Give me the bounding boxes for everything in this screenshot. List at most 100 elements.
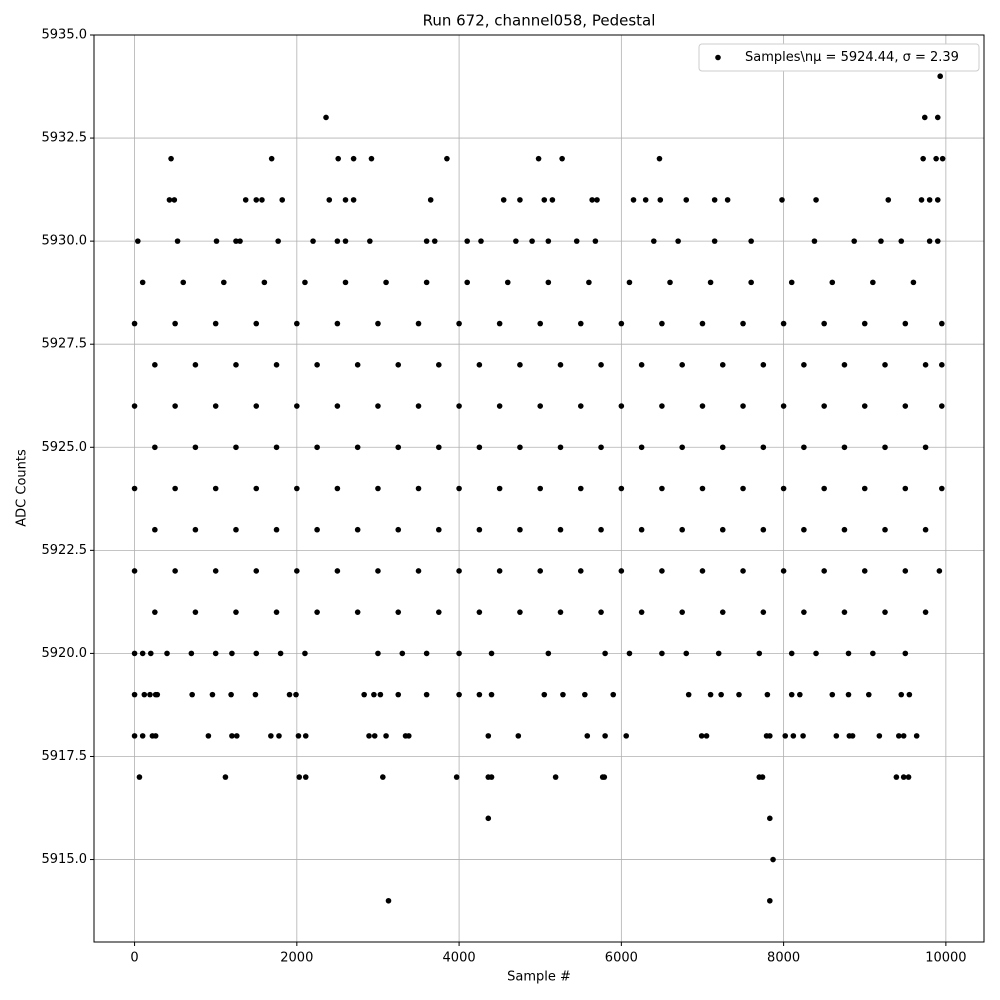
data-point <box>192 362 199 368</box>
data-point <box>821 403 827 409</box>
data-point <box>476 691 483 698</box>
data-point <box>801 444 807 451</box>
data-point <box>172 568 178 574</box>
data-point <box>314 444 320 451</box>
data-point <box>896 733 902 739</box>
data-point <box>253 403 260 409</box>
data-point <box>152 609 158 615</box>
data-point <box>485 815 492 822</box>
data-point <box>760 526 767 533</box>
data-point <box>334 568 341 574</box>
x-tick-label: 8000 <box>767 951 800 966</box>
data-point <box>275 238 281 244</box>
data-point <box>375 485 381 492</box>
data-point <box>537 320 544 327</box>
data-point <box>453 774 460 780</box>
data-point <box>277 650 284 657</box>
data-point <box>770 856 776 863</box>
data-point <box>323 114 329 121</box>
data-point <box>718 691 724 698</box>
data-point <box>711 197 718 203</box>
data-point <box>780 403 787 409</box>
x-tick-label: 4000 <box>443 951 476 966</box>
data-point <box>829 691 836 698</box>
data-point <box>541 197 548 203</box>
data-point <box>293 691 299 698</box>
data-point <box>782 733 789 739</box>
data-point <box>385 897 392 904</box>
data-point <box>764 691 771 698</box>
data-point <box>882 444 888 451</box>
data-point <box>354 444 361 451</box>
data-point <box>851 238 857 244</box>
data-point <box>638 609 645 615</box>
data-point <box>698 733 705 739</box>
data-point <box>529 238 535 244</box>
data-point <box>488 774 495 780</box>
data-point <box>464 238 470 244</box>
data-point <box>719 444 726 451</box>
data-point <box>598 609 604 615</box>
data-point <box>582 691 588 698</box>
data-point <box>900 733 907 739</box>
data-point <box>573 238 580 244</box>
data-point <box>841 526 848 533</box>
data-point <box>296 774 303 780</box>
data-point <box>436 609 442 615</box>
data-point <box>790 733 797 739</box>
data-point <box>939 403 945 409</box>
data-point <box>657 197 664 203</box>
data-point <box>456 568 462 574</box>
data-point <box>517 362 523 368</box>
data-point <box>152 362 158 368</box>
data-point <box>423 691 430 698</box>
x-tick-label: 2000 <box>280 951 313 966</box>
data-point <box>878 238 884 244</box>
data-point <box>841 362 848 368</box>
data-point <box>740 485 746 492</box>
data-point <box>780 320 787 327</box>
data-point <box>253 197 260 203</box>
data-point <box>500 197 507 203</box>
data-point <box>898 691 905 698</box>
data-point <box>626 279 633 286</box>
data-point <box>371 691 377 698</box>
data-point <box>273 526 280 533</box>
data-point <box>559 155 565 162</box>
data-point <box>659 650 665 657</box>
data-point <box>334 485 341 492</box>
data-point <box>436 444 442 451</box>
y-tick-label: 5925.0 <box>42 440 88 455</box>
data-point <box>801 609 807 615</box>
data-point <box>780 485 787 492</box>
data-point <box>719 362 726 368</box>
data-point <box>934 197 941 203</box>
data-point <box>699 403 706 409</box>
data-point <box>237 238 243 244</box>
data-point <box>549 197 556 203</box>
data-point <box>444 155 450 162</box>
data-point <box>131 485 138 492</box>
data-point <box>172 320 178 327</box>
data-point <box>675 238 681 244</box>
data-point <box>618 320 625 327</box>
data-point <box>719 526 726 533</box>
data-point <box>902 403 909 409</box>
data-point <box>882 362 888 368</box>
data-point <box>861 485 868 492</box>
data-point <box>294 403 300 409</box>
data-point <box>659 485 665 492</box>
data-point <box>350 197 357 203</box>
data-point <box>233 733 240 739</box>
data-point <box>273 609 280 615</box>
data-point <box>172 403 178 409</box>
data-point <box>334 238 341 244</box>
data-point <box>517 197 523 203</box>
data-point <box>436 526 442 533</box>
x-axis-label: Sample # <box>507 970 571 985</box>
data-point <box>902 650 909 657</box>
data-point <box>740 403 746 409</box>
data-point <box>139 733 146 739</box>
data-point <box>918 197 925 203</box>
